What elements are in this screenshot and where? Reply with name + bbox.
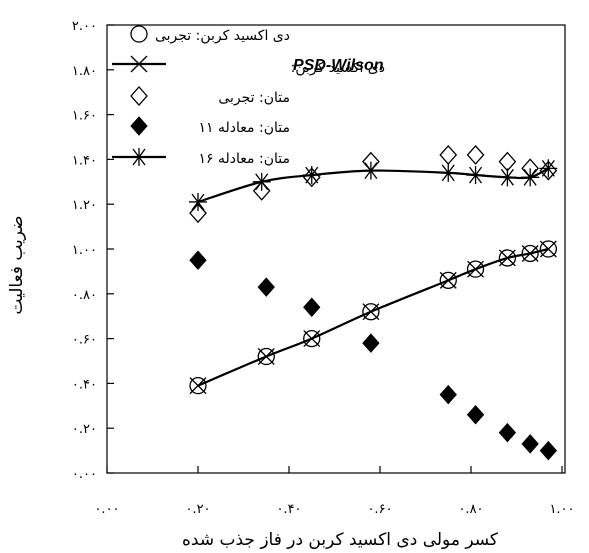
- data-point: [498, 151, 517, 172]
- legend-entry: متان: معادله ۱۶: [112, 148, 290, 167]
- legend-marker: [130, 148, 148, 166]
- series-4: [189, 250, 558, 461]
- y-tick-label: ۱.۶۰: [72, 109, 97, 124]
- legend-entry: دی اکسید کربن: تجربی: [130, 25, 290, 44]
- data-point: [521, 245, 539, 262]
- y-tick-label: ۰.۰۰: [72, 467, 97, 482]
- data-point: [466, 166, 485, 185]
- data-point: [257, 277, 275, 297]
- legend-label: متان: معادله ۱۱: [199, 120, 290, 136]
- plot-border: [106, 24, 566, 474]
- series-5: [189, 159, 558, 211]
- data-point: [439, 271, 457, 290]
- y-tick-label: ۰.۲۰: [72, 422, 97, 437]
- data-point: [361, 161, 380, 180]
- x-tick-label: ۰.۴۰: [276, 502, 301, 517]
- legend-marker: [130, 116, 148, 136]
- data-point: [189, 250, 207, 270]
- series-layer: [189, 144, 558, 461]
- data-point: [362, 333, 380, 353]
- x-tick-label: ۰.۶۰: [367, 502, 392, 517]
- data-point: [521, 168, 540, 187]
- data-point: [189, 377, 207, 395]
- y-tick-label: ۰.۸۰: [72, 288, 97, 303]
- data-point: [539, 240, 557, 258]
- legend-marker: [130, 25, 148, 43]
- data-point: [302, 166, 321, 185]
- data-point: [539, 159, 558, 178]
- y-axis-label: ضریب فعالیت: [7, 215, 27, 314]
- x-tick-label: ۰.۸۰: [458, 502, 483, 517]
- data-point: [189, 203, 207, 224]
- data-point: [362, 303, 380, 321]
- data-point: [439, 271, 457, 289]
- series-1: [189, 240, 557, 395]
- series-2: [189, 240, 557, 395]
- data-point: [498, 249, 516, 267]
- data-point: [439, 163, 458, 182]
- legend-label: متان: معادله ۱۶: [199, 151, 290, 167]
- data-point: [189, 376, 207, 395]
- legend-label-emphasis: PSD-Wilson: [293, 57, 384, 74]
- legend-marker: [130, 86, 148, 106]
- y-axis-ticks: ۰.۰۰ ۰.۲۰ ۰.۴۰ ۰.۶۰ ۰.۸۰ ۱.۰۰ ۱.۲۰ ۱.۴۰ ۱.۶۰ ۱.۸۰…: [72, 19, 114, 482]
- y-tick-label: ۱.۸۰: [72, 64, 97, 79]
- series-line: [197, 247, 549, 387]
- data-point: [467, 260, 485, 278]
- legend-entry: متان: معادله ۱۱: [130, 116, 290, 136]
- legend-label: متان: تجربی: [218, 90, 290, 106]
- data-point: [521, 244, 539, 263]
- y-tick-label: ۱.۰۰: [72, 243, 97, 258]
- data-point: [252, 180, 271, 201]
- plot-frame: [106, 24, 566, 474]
- data-point: [521, 434, 539, 454]
- y-tick-label: ۲.۰۰: [72, 19, 97, 34]
- data-point: [189, 192, 207, 211]
- legend-entry: متان: تجربی: [130, 86, 290, 106]
- x-tick-label: ۰.۲۰: [185, 502, 210, 517]
- data-point: [498, 168, 517, 187]
- x-axis-label: کسر مولی دی اکسید کربن در فاز جذب شده: [182, 530, 499, 550]
- data-point: [539, 160, 558, 181]
- legend-marker: [130, 55, 148, 73]
- data-point: [539, 240, 557, 258]
- y-tick-label: ۰.۶۰: [72, 333, 97, 348]
- x-axis-ticks: ۰.۰۰ ۰.۲۰ ۰.۴۰ ۰.۶۰ ۰.۸۰ ۱.۰۰: [94, 466, 575, 517]
- legend-label: دی اکسید کربن:: [291, 60, 385, 76]
- x-tick-label: ۰.۰۰: [94, 502, 119, 517]
- data-point: [252, 172, 271, 191]
- y-tick-label: ۰.۴۰: [72, 377, 97, 392]
- x-tick-label: ۱.۰۰: [549, 502, 574, 517]
- data-point: [466, 144, 485, 165]
- data-point: [439, 384, 457, 405]
- data-point: [257, 348, 275, 365]
- data-point: [303, 329, 321, 348]
- data-point: [439, 144, 458, 165]
- data-point: [303, 330, 321, 348]
- y-tick-label: ۱.۲۰: [72, 198, 97, 213]
- legend-label: دی اکسید کربن: تجربی: [155, 28, 290, 44]
- data-point: [362, 303, 380, 321]
- data-point: [303, 297, 321, 317]
- data-point: [257, 347, 275, 366]
- data-point: [466, 405, 485, 425]
- data-point: [498, 422, 517, 443]
- data-point: [539, 440, 558, 461]
- y-tick-label: ۱.۴۰: [72, 153, 97, 168]
- data-point: [498, 249, 517, 267]
- data-point: [466, 260, 485, 278]
